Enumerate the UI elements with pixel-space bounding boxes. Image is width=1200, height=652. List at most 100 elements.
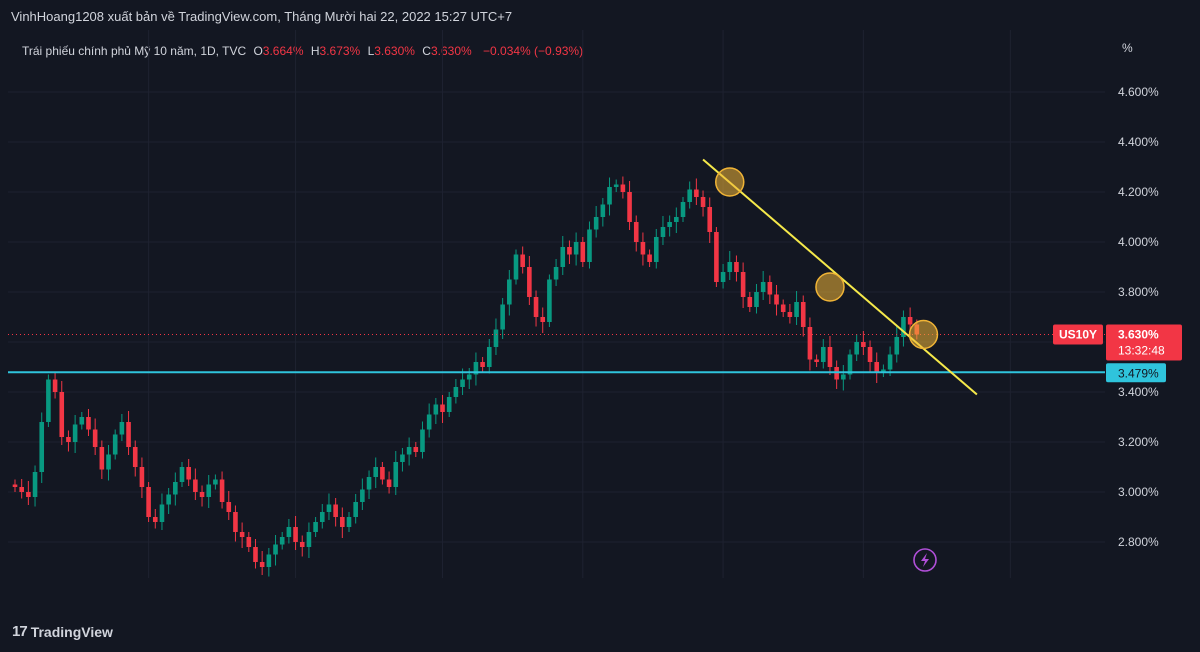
price-badge [1106, 324, 1182, 361]
candle [527, 256, 532, 305]
candle [520, 246, 525, 274]
candle [874, 352, 880, 383]
candle [126, 411, 131, 455]
candle-body [159, 504, 165, 522]
candle-body [513, 254, 519, 280]
candle-body [286, 527, 292, 537]
candle-body [861, 342, 866, 347]
candle-body [520, 254, 525, 267]
candle-body [233, 512, 238, 532]
candle-body [800, 302, 806, 327]
candle-body [446, 397, 452, 412]
candle [380, 462, 385, 485]
candle-body [253, 547, 258, 562]
candle-body [326, 504, 332, 512]
candle [92, 418, 98, 455]
candle [333, 498, 338, 527]
candle [740, 262, 746, 308]
candle-body [593, 217, 599, 230]
candle-body [567, 247, 572, 255]
candle [152, 509, 158, 529]
candle-body [553, 267, 559, 280]
candle-body [319, 512, 325, 522]
candle [820, 339, 826, 369]
candle [26, 481, 31, 505]
candle-body [714, 232, 719, 282]
candle-body [740, 272, 746, 297]
candle [774, 285, 779, 316]
circle-marker[interactable] [715, 167, 745, 197]
candle-body [847, 354, 853, 375]
candle [560, 236, 566, 275]
candle-body [166, 494, 171, 505]
circle-marker[interactable] [908, 319, 939, 350]
candle-body [99, 447, 105, 470]
candle-body [460, 379, 465, 387]
candle [39, 412, 45, 483]
tradingview-brand[interactable]: 17 TradingView [12, 623, 113, 640]
candle-body [620, 184, 626, 192]
candle [426, 403, 432, 438]
candle [19, 479, 24, 499]
candle-body [152, 517, 158, 522]
candle-body [146, 487, 151, 517]
candle [707, 197, 713, 243]
candle-body [293, 527, 298, 542]
candle [653, 229, 659, 269]
candle [647, 249, 652, 267]
drawings-layer[interactable] [8, 158, 1105, 396]
candle [166, 488, 171, 514]
candle-body [547, 279, 552, 322]
flash-icon[interactable] [913, 548, 937, 572]
candle-body [887, 354, 893, 370]
candle [239, 522, 245, 548]
candle-body [92, 429, 98, 447]
candle [747, 292, 753, 312]
candle [139, 457, 145, 498]
support-badge-text: 3.479% [1118, 366, 1159, 380]
y-tick-label: 4.400% [1118, 135, 1159, 149]
symbol-description[interactable]: Trái phiếu chính phủ Mỹ 10 năm, 1D, TVC [22, 44, 247, 58]
candle [780, 299, 786, 317]
candle-body [720, 272, 726, 282]
candle [420, 421, 425, 459]
candle-body [667, 222, 672, 227]
low-value: 3.630% [374, 44, 415, 58]
support-badge [1106, 363, 1166, 383]
candle [226, 491, 232, 520]
candle-body [640, 242, 646, 255]
candle-body [46, 379, 51, 422]
candle [46, 374, 51, 427]
candle-body [827, 347, 833, 367]
candle [667, 215, 672, 237]
price-chart[interactable]: 2.800%3.000%3.200%3.400%3.600%3.800%4.00… [0, 30, 1200, 578]
candle-body [760, 282, 766, 292]
candle [319, 504, 325, 529]
y-tick-label: 3.400% [1118, 385, 1159, 399]
candle-body [366, 477, 372, 490]
candle-body [246, 537, 252, 547]
circle-marker[interactable] [815, 272, 845, 302]
candle-body [413, 447, 419, 452]
candle-body [727, 262, 733, 272]
candle [660, 216, 666, 245]
y-tick-label: 4.000% [1118, 235, 1159, 249]
price-axis[interactable]: 2.800%3.000%3.200%3.400%3.600%3.800%4.00… [1053, 85, 1182, 549]
candle [553, 259, 559, 286]
high-label: H [310, 44, 320, 58]
y-tick-label: 2.800% [1118, 535, 1159, 549]
symbol-badge[interactable] [1053, 324, 1103, 345]
y-tick-label: 4.200% [1118, 185, 1159, 199]
low-label: L [367, 44, 375, 58]
candle [867, 340, 873, 372]
candle-body [206, 484, 212, 497]
candle-body [199, 492, 205, 497]
candle-body [406, 447, 412, 455]
candle-body [12, 484, 18, 487]
candle-body [380, 467, 385, 480]
candle-body [580, 242, 586, 262]
candle [593, 206, 599, 238]
candle-body [346, 517, 352, 527]
candle [246, 532, 252, 552]
candle-body [340, 517, 345, 527]
